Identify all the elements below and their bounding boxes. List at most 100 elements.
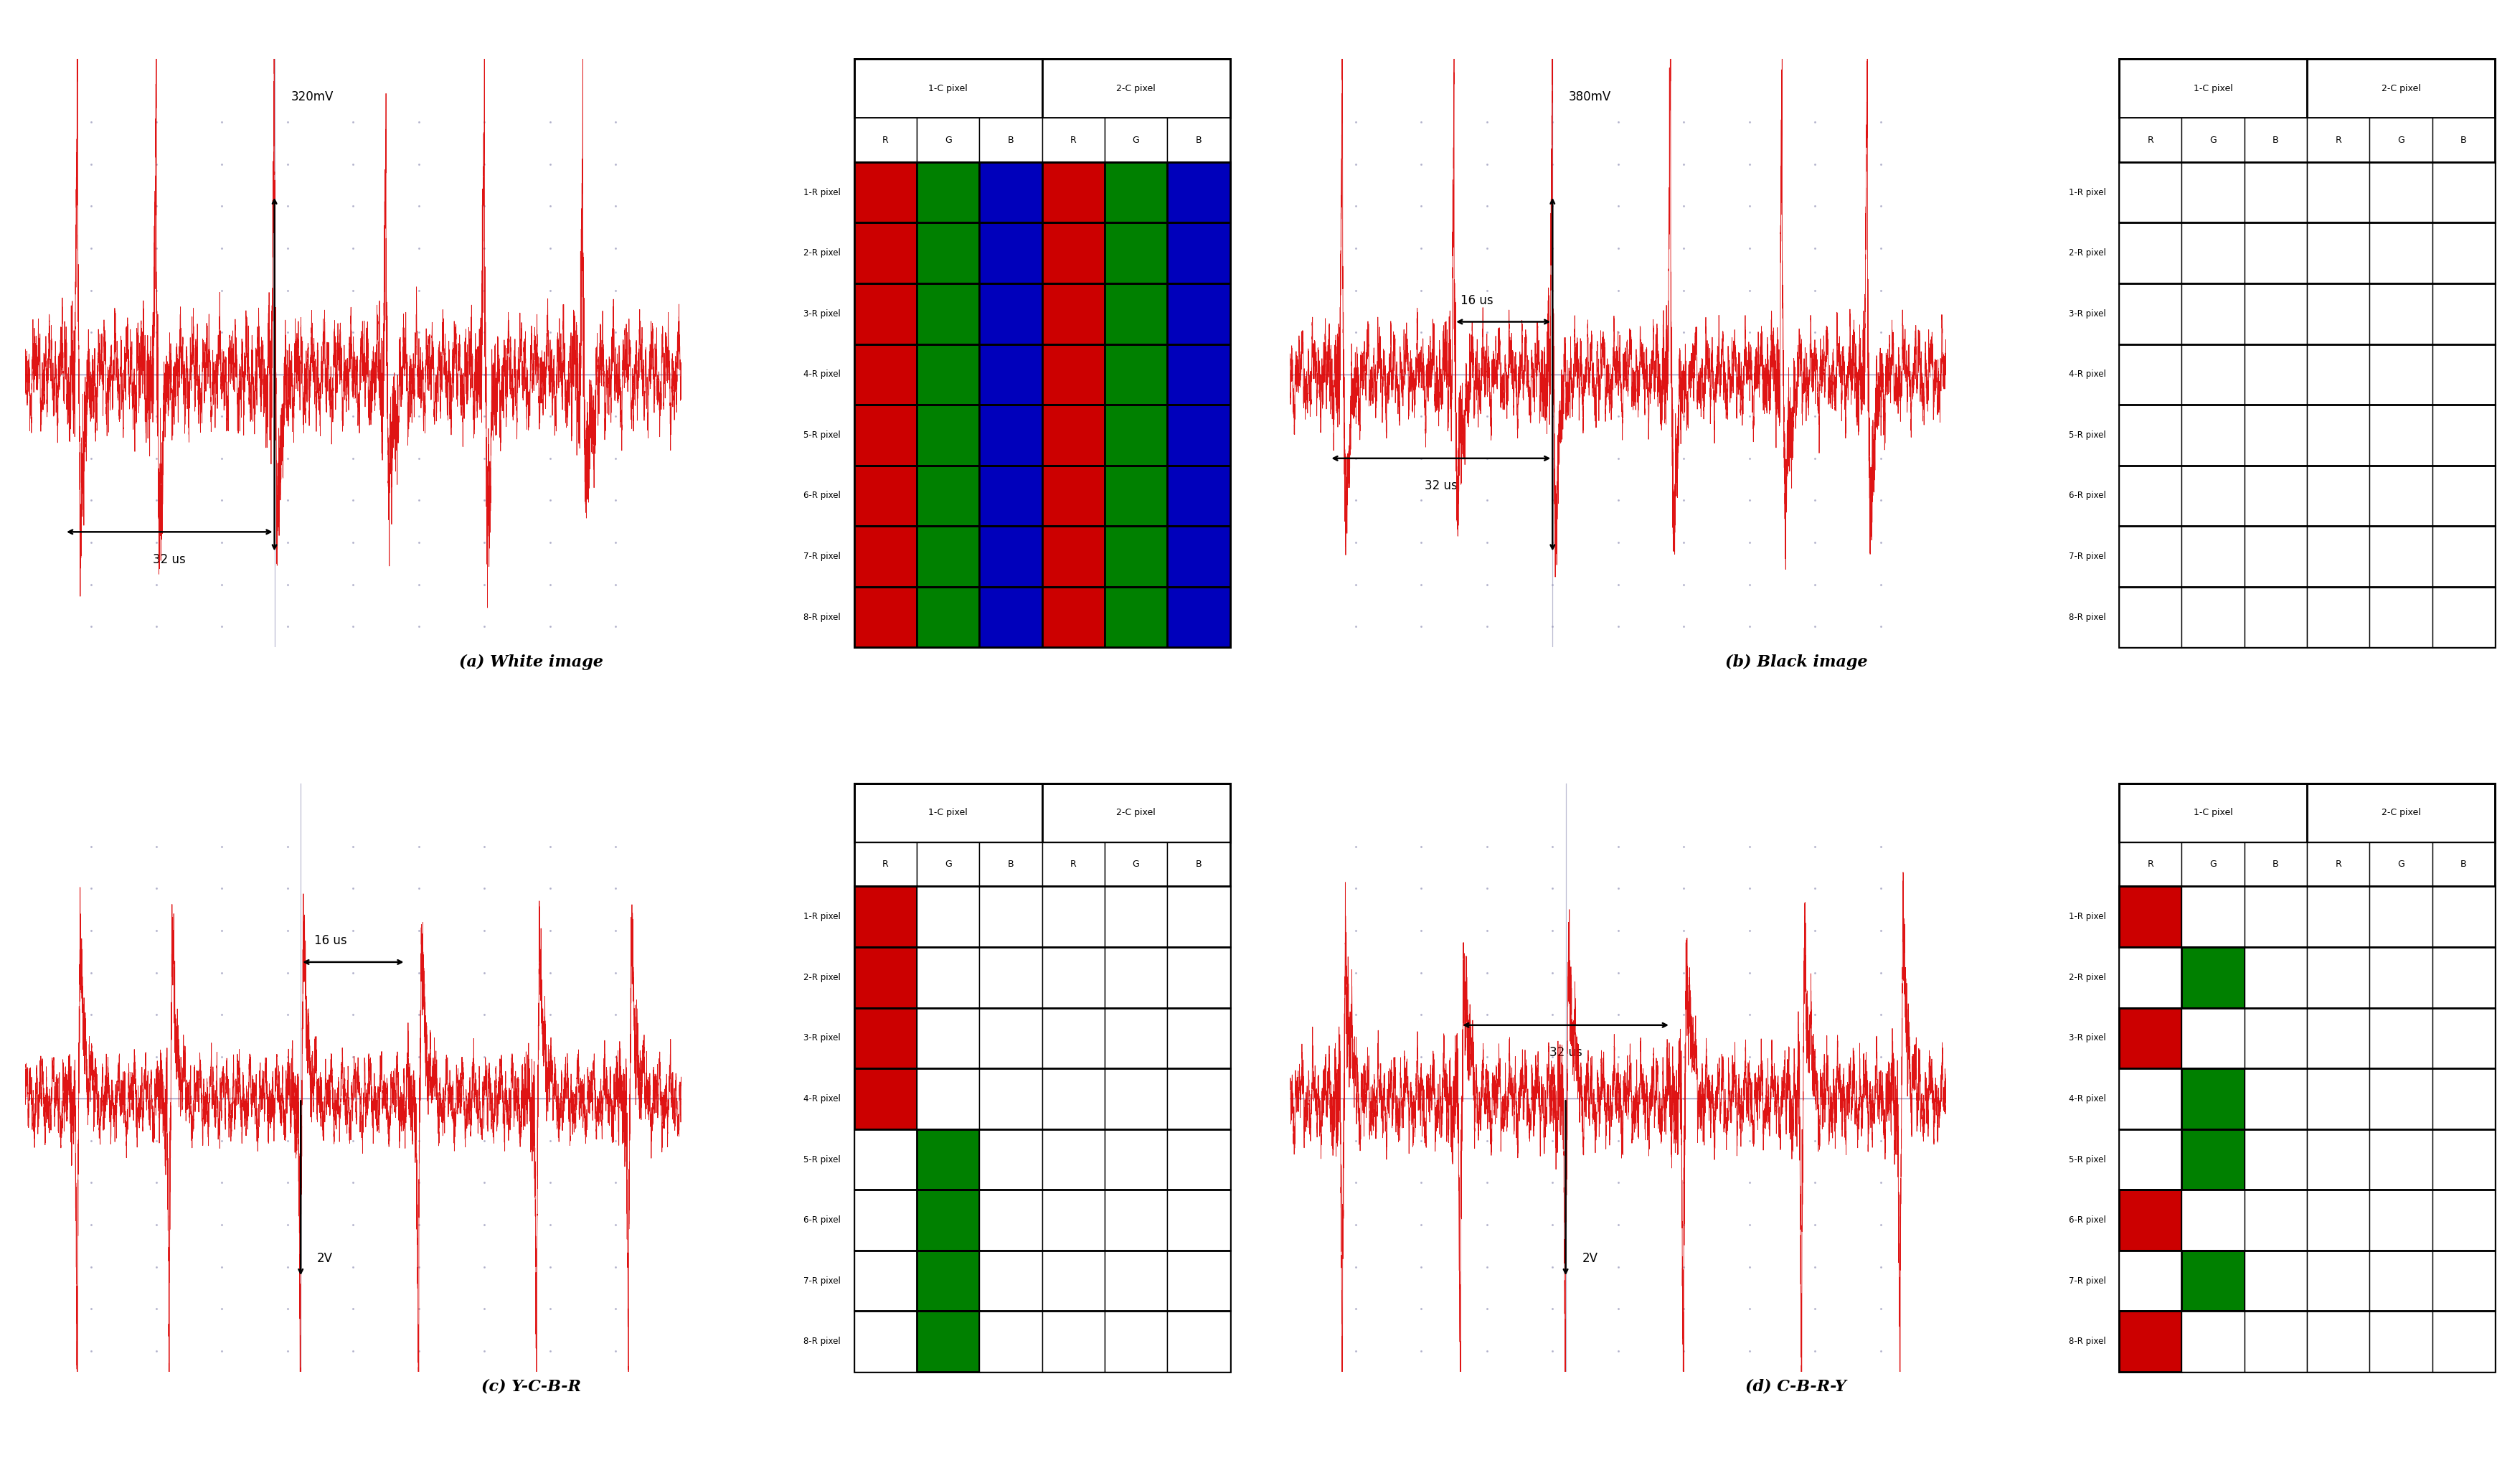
Bar — [1043, 163, 1104, 223]
Bar — [854, 587, 917, 647]
Bar — [2245, 163, 2306, 223]
Bar — [2306, 344, 2369, 405]
Text: 380mV: 380mV — [1570, 90, 1610, 103]
Bar — [2369, 344, 2432, 405]
Bar — [2306, 947, 2369, 1008]
Bar — [2432, 223, 2495, 284]
Bar — [2182, 1008, 2245, 1069]
Bar — [1043, 466, 1104, 526]
Text: R: R — [882, 860, 890, 869]
Bar — [980, 118, 1043, 163]
Bar — [917, 163, 980, 223]
Bar — [2182, 118, 2245, 163]
Bar — [1104, 526, 1167, 587]
Bar — [2245, 1008, 2306, 1069]
Bar — [980, 526, 1043, 587]
Text: 32 us: 32 us — [154, 553, 186, 566]
Bar — [980, 1129, 1043, 1190]
Bar — [2432, 842, 2495, 887]
Bar — [917, 118, 980, 163]
Bar — [1104, 1190, 1167, 1250]
Bar — [2369, 842, 2432, 887]
Text: G: G — [945, 860, 953, 869]
Bar — [2245, 947, 2306, 1008]
Bar — [2306, 526, 2369, 587]
Bar — [2369, 1008, 2432, 1069]
Bar — [854, 284, 917, 344]
Bar — [2245, 284, 2306, 344]
Bar — [1043, 1190, 1104, 1250]
Bar — [854, 59, 1043, 118]
Bar — [2306, 1311, 2369, 1372]
Bar — [2245, 587, 2306, 647]
Bar — [917, 466, 980, 526]
Text: 7-R pixel: 7-R pixel — [804, 551, 842, 562]
Bar — [854, 887, 917, 947]
Bar — [980, 466, 1043, 526]
Text: R: R — [2336, 860, 2341, 869]
Bar — [2432, 405, 2495, 466]
Bar — [854, 1311, 917, 1372]
Text: 1-C pixel: 1-C pixel — [2192, 808, 2233, 817]
Bar — [2245, 223, 2306, 284]
Bar — [2432, 887, 2495, 947]
Text: B: B — [2273, 136, 2278, 145]
Text: G: G — [945, 136, 953, 145]
Text: (d) C-B-R-Y: (d) C-B-R-Y — [1746, 1379, 1847, 1395]
Bar — [2182, 1190, 2245, 1250]
Bar — [2119, 163, 2182, 223]
Bar — [980, 887, 1043, 947]
Text: 2-R pixel: 2-R pixel — [804, 973, 842, 981]
Text: 320mV: 320mV — [290, 90, 333, 103]
Text: 3-R pixel: 3-R pixel — [2069, 309, 2107, 318]
Bar — [2182, 405, 2245, 466]
Text: R: R — [1071, 136, 1076, 145]
Bar — [2306, 59, 2495, 118]
Bar — [2119, 223, 2182, 284]
Text: 32 us: 32 us — [1424, 479, 1457, 492]
Bar — [854, 1129, 917, 1190]
Text: R: R — [2147, 136, 2155, 145]
Bar — [2119, 1129, 2182, 1190]
Text: G: G — [2210, 860, 2218, 869]
Text: 7-R pixel: 7-R pixel — [2069, 551, 2107, 562]
Bar — [2432, 1008, 2495, 1069]
Bar — [1167, 947, 1230, 1008]
Bar — [854, 783, 1230, 1372]
Bar — [854, 405, 917, 466]
Bar — [2119, 59, 2306, 118]
Text: B: B — [2460, 136, 2467, 145]
Bar — [1043, 783, 1230, 842]
Bar — [2369, 1129, 2432, 1190]
Bar — [1167, 526, 1230, 587]
Text: G: G — [2210, 136, 2218, 145]
Text: 1-R pixel: 1-R pixel — [2069, 188, 2107, 197]
Bar — [980, 344, 1043, 405]
Bar — [1043, 887, 1104, 947]
Bar — [917, 1190, 980, 1250]
Bar — [1104, 466, 1167, 526]
Bar — [854, 466, 917, 526]
Bar — [2245, 1250, 2306, 1311]
Bar — [854, 526, 917, 587]
Bar — [2369, 947, 2432, 1008]
Bar — [854, 1069, 917, 1129]
Bar — [854, 163, 917, 223]
Text: 16 us: 16 us — [315, 934, 348, 947]
Bar — [2119, 118, 2182, 163]
Text: R: R — [882, 136, 890, 145]
Bar — [917, 587, 980, 647]
Bar — [2245, 1190, 2306, 1250]
Text: B: B — [1008, 860, 1013, 869]
Bar — [854, 947, 917, 1008]
Bar — [1043, 284, 1104, 344]
Bar — [854, 1190, 917, 1250]
Bar — [1104, 947, 1167, 1008]
Text: 1-R pixel: 1-R pixel — [804, 188, 842, 197]
Bar — [2245, 118, 2306, 163]
Bar — [2306, 783, 2495, 842]
Bar — [2306, 887, 2369, 947]
Bar — [1167, 842, 1230, 887]
Text: 2-C pixel: 2-C pixel — [1116, 808, 1157, 817]
Bar — [2182, 466, 2245, 526]
